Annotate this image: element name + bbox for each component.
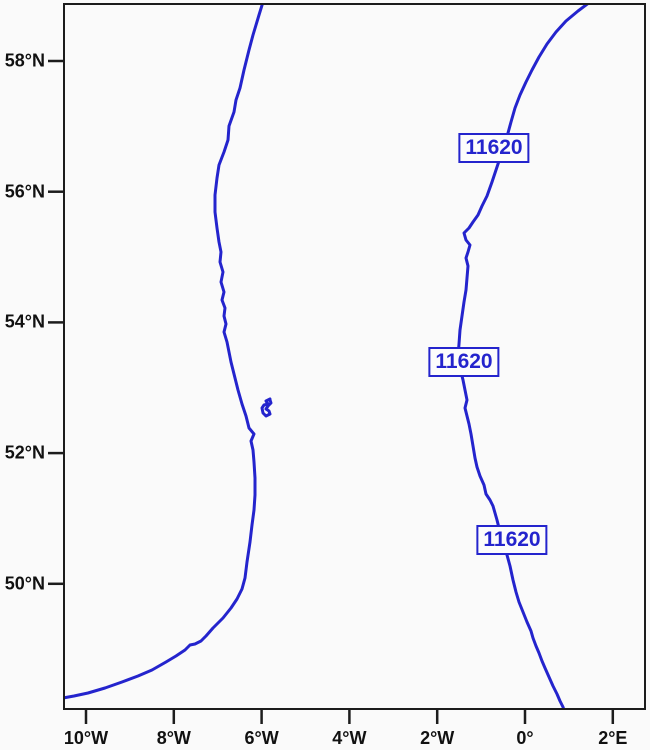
x-tick-label: 2°W — [420, 728, 455, 748]
plot-frame — [63, 3, 646, 710]
y-tick-label: 50°N — [4, 573, 45, 594]
contour-west — [64, 4, 264, 700]
y-tick-label: 56°N — [4, 181, 45, 202]
x-tick-label: 0° — [516, 728, 534, 748]
contour-label: 11620 — [428, 347, 500, 377]
y-tick-label: 58°N — [4, 50, 45, 71]
x-tick-label: 2°E — [598, 728, 628, 748]
x-tick-label: 4°W — [332, 728, 367, 748]
contour-label: 11620 — [476, 525, 548, 555]
y-tick-label: 52°N — [4, 442, 45, 463]
y-tick-label: 54°N — [4, 311, 45, 332]
x-tick-label: 10°W — [63, 728, 109, 748]
x-tick-label: 8°W — [156, 728, 191, 748]
contour-label: 11620 — [458, 133, 530, 163]
contour-islet — [260, 397, 273, 418]
x-tick-label: 6°W — [244, 728, 279, 748]
